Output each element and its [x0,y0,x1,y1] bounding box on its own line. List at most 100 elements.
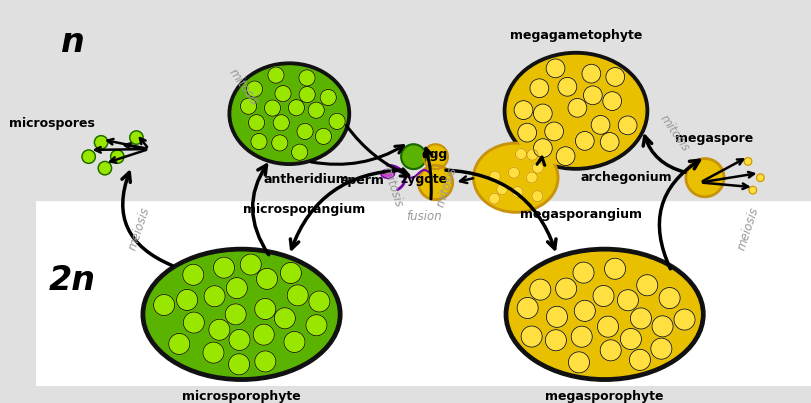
Circle shape [616,290,637,311]
Circle shape [298,70,315,86]
Circle shape [94,136,108,149]
Text: megasporophyte: megasporophyte [545,390,663,403]
Ellipse shape [507,55,644,166]
Circle shape [306,315,327,336]
Circle shape [556,147,574,166]
Circle shape [110,150,124,163]
Circle shape [488,193,500,204]
Circle shape [255,351,276,372]
Circle shape [268,67,284,83]
Circle shape [328,113,345,129]
Circle shape [255,299,276,320]
Circle shape [169,333,190,355]
Circle shape [226,278,247,299]
Circle shape [288,100,304,116]
Circle shape [581,64,600,83]
Circle shape [264,100,281,116]
Circle shape [545,330,566,351]
Circle shape [204,286,225,307]
Circle shape [573,300,594,322]
Text: megasporangium: megasporangium [519,208,641,220]
Ellipse shape [141,247,341,381]
Circle shape [275,85,291,102]
Text: mitosis: mitosis [380,165,405,209]
Circle shape [602,91,621,110]
Circle shape [130,131,143,144]
Circle shape [291,144,307,160]
Ellipse shape [503,52,648,170]
Circle shape [599,340,620,361]
Circle shape [423,144,448,169]
Circle shape [659,287,680,309]
Text: antheridium: antheridium [264,173,349,186]
Circle shape [315,128,331,144]
Text: egg: egg [421,148,447,162]
Ellipse shape [380,170,394,178]
Circle shape [573,262,594,283]
Circle shape [530,79,548,98]
Circle shape [272,135,288,151]
Circle shape [532,162,543,173]
Circle shape [284,331,305,353]
Text: 2n: 2n [49,264,96,297]
Circle shape [213,257,234,278]
Circle shape [274,308,295,329]
Circle shape [225,304,246,325]
Circle shape [98,162,111,175]
Circle shape [685,159,723,197]
Bar [36,199,811,386]
Circle shape [401,144,426,169]
Circle shape [229,329,250,351]
Circle shape [575,131,594,150]
Circle shape [620,328,641,349]
Circle shape [526,149,537,160]
Text: microsporangium: microsporangium [242,203,364,216]
Circle shape [253,324,274,345]
Circle shape [529,279,550,300]
Circle shape [307,102,324,118]
Circle shape [183,312,204,333]
Circle shape [515,148,526,160]
Circle shape [508,167,519,178]
Circle shape [246,81,262,97]
Circle shape [605,67,624,86]
Circle shape [298,87,315,103]
Circle shape [603,258,624,279]
Ellipse shape [228,62,350,165]
Circle shape [597,316,618,337]
Circle shape [512,187,522,197]
Circle shape [513,101,532,120]
Circle shape [568,352,589,373]
Ellipse shape [146,252,337,376]
Text: megaspore: megaspore [675,132,753,145]
Circle shape [557,77,576,96]
Circle shape [521,326,542,347]
Text: archegonium: archegonium [580,171,672,184]
Text: microsporophyte: microsporophyte [182,390,301,403]
Circle shape [280,262,301,284]
Ellipse shape [232,66,346,162]
Circle shape [617,116,637,135]
Ellipse shape [472,142,558,213]
Text: zygote: zygote [400,173,447,186]
Circle shape [82,150,95,163]
Circle shape [592,285,613,307]
Circle shape [489,171,500,182]
Text: meiosis: meiosis [126,205,152,251]
Text: mitosis: mitosis [656,112,691,154]
Circle shape [756,174,763,181]
Circle shape [533,139,551,158]
Circle shape [599,133,618,152]
Circle shape [743,158,751,165]
Circle shape [629,308,650,329]
Circle shape [531,191,543,202]
Text: mitosis: mitosis [434,165,459,209]
Circle shape [308,291,329,312]
Circle shape [590,116,609,134]
Circle shape [176,289,197,310]
Circle shape [517,123,536,142]
Circle shape [208,319,230,340]
Circle shape [555,278,576,299]
Circle shape [203,342,224,363]
Circle shape [673,309,694,330]
